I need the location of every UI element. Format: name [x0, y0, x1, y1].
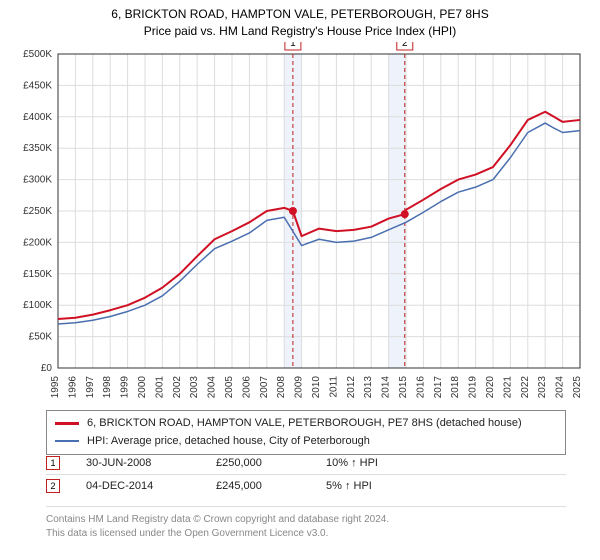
legend: 6, BRICKTON ROAD, HAMPTON VALE, PETERBOR… [46, 410, 566, 455]
sales-table: 1 30-JUN-2008 £250,000 10% ↑ HPI 2 04-DE… [46, 452, 566, 497]
marker-box-1: 1 [46, 456, 60, 470]
legend-row-hpi: HPI: Average price, detached house, City… [55, 433, 557, 451]
svg-text:£250K: £250K [23, 206, 52, 217]
svg-text:£450K: £450K [23, 80, 52, 91]
legend-label-hpi: HPI: Average price, detached house, City… [87, 433, 370, 451]
svg-text:£500K: £500K [23, 49, 52, 60]
svg-text:1999: 1999 [120, 376, 131, 399]
svg-text:£100K: £100K [23, 300, 52, 311]
legend-label-subject: 6, BRICKTON ROAD, HAMPTON VALE, PETERBOR… [87, 415, 522, 433]
svg-text:£150K: £150K [23, 269, 52, 280]
svg-text:2011: 2011 [328, 376, 339, 398]
footer-line2: This data is licensed under the Open Gov… [46, 527, 566, 541]
svg-text:2016: 2016 [415, 376, 426, 399]
svg-text:2023: 2023 [537, 376, 548, 399]
svg-text:2012: 2012 [346, 376, 357, 399]
line-chart-svg: £0 £50K £100K £150K £200K £250K £300K £350K £400… [12, 42, 588, 402]
svg-text:2007: 2007 [259, 376, 270, 399]
svg-text:1: 1 [290, 42, 296, 49]
legend-swatch-subject [55, 422, 79, 425]
svg-text:2014: 2014 [381, 376, 392, 399]
svg-text:2020: 2020 [485, 376, 496, 399]
svg-text:2008: 2008 [276, 376, 287, 399]
svg-text:£200K: £200K [23, 237, 52, 248]
svg-text:2003: 2003 [189, 376, 200, 399]
svg-text:1998: 1998 [102, 376, 113, 399]
svg-text:2: 2 [402, 42, 408, 49]
svg-text:2009: 2009 [294, 376, 305, 399]
svg-text:1996: 1996 [67, 376, 78, 399]
svg-text:2025: 2025 [572, 376, 583, 399]
footer-line1: Contains HM Land Registry data © Crown c… [46, 513, 566, 527]
svg-text:2017: 2017 [433, 376, 444, 399]
chart-title: 6, BRICKTON ROAD, HAMPTON VALE, PETERBOR… [0, 0, 600, 23]
svg-text:£50K: £50K [29, 332, 53, 343]
chart-plot: £0 £50K £100K £150K £200K £250K £300K £350K £400… [12, 42, 588, 402]
svg-text:1995: 1995 [50, 376, 61, 399]
svg-text:2024: 2024 [555, 376, 566, 399]
svg-text:2018: 2018 [450, 376, 461, 399]
svg-text:2001: 2001 [154, 376, 165, 399]
svg-text:2015: 2015 [398, 376, 409, 399]
svg-text:2004: 2004 [207, 376, 218, 399]
svg-text:£400K: £400K [23, 112, 52, 123]
svg-text:2010: 2010 [311, 376, 322, 399]
sale-date: 30-JUN-2008 [86, 457, 216, 469]
sale-pct: 10% ↑ HPI [326, 457, 436, 469]
svg-text:2000: 2000 [137, 376, 148, 399]
svg-text:£350K: £350K [23, 143, 52, 154]
svg-text:£300K: £300K [23, 175, 52, 186]
svg-text:2013: 2013 [363, 376, 374, 399]
marker-cell: 2 [46, 479, 86, 493]
svg-text:2019: 2019 [468, 376, 479, 399]
svg-text:2021: 2021 [502, 376, 513, 399]
svg-text:2002: 2002 [172, 376, 183, 399]
footer: Contains HM Land Registry data © Crown c… [46, 506, 566, 541]
svg-text:£0: £0 [41, 363, 53, 374]
legend-row-subject: 6, BRICKTON ROAD, HAMPTON VALE, PETERBOR… [55, 415, 557, 433]
chart-container: 6, BRICKTON ROAD, HAMPTON VALE, PETERBOR… [0, 0, 600, 560]
sale-pct: 5% ↑ HPI [326, 480, 436, 492]
sale-date: 04-DEC-2014 [86, 480, 216, 492]
sale-price: £245,000 [216, 480, 326, 492]
legend-swatch-hpi [55, 440, 79, 442]
chart-subtitle: Price paid vs. HM Land Registry's House … [0, 23, 600, 40]
table-row: 1 30-JUN-2008 £250,000 10% ↑ HPI [46, 452, 566, 475]
table-row: 2 04-DEC-2014 £245,000 5% ↑ HPI [46, 475, 566, 497]
svg-text:2006: 2006 [241, 376, 252, 399]
svg-text:1997: 1997 [85, 376, 96, 399]
marker-box-2: 2 [46, 479, 60, 493]
marker-cell: 1 [46, 456, 86, 470]
sale-price: £250,000 [216, 457, 326, 469]
svg-text:2005: 2005 [224, 376, 235, 399]
svg-text:2022: 2022 [520, 376, 531, 399]
